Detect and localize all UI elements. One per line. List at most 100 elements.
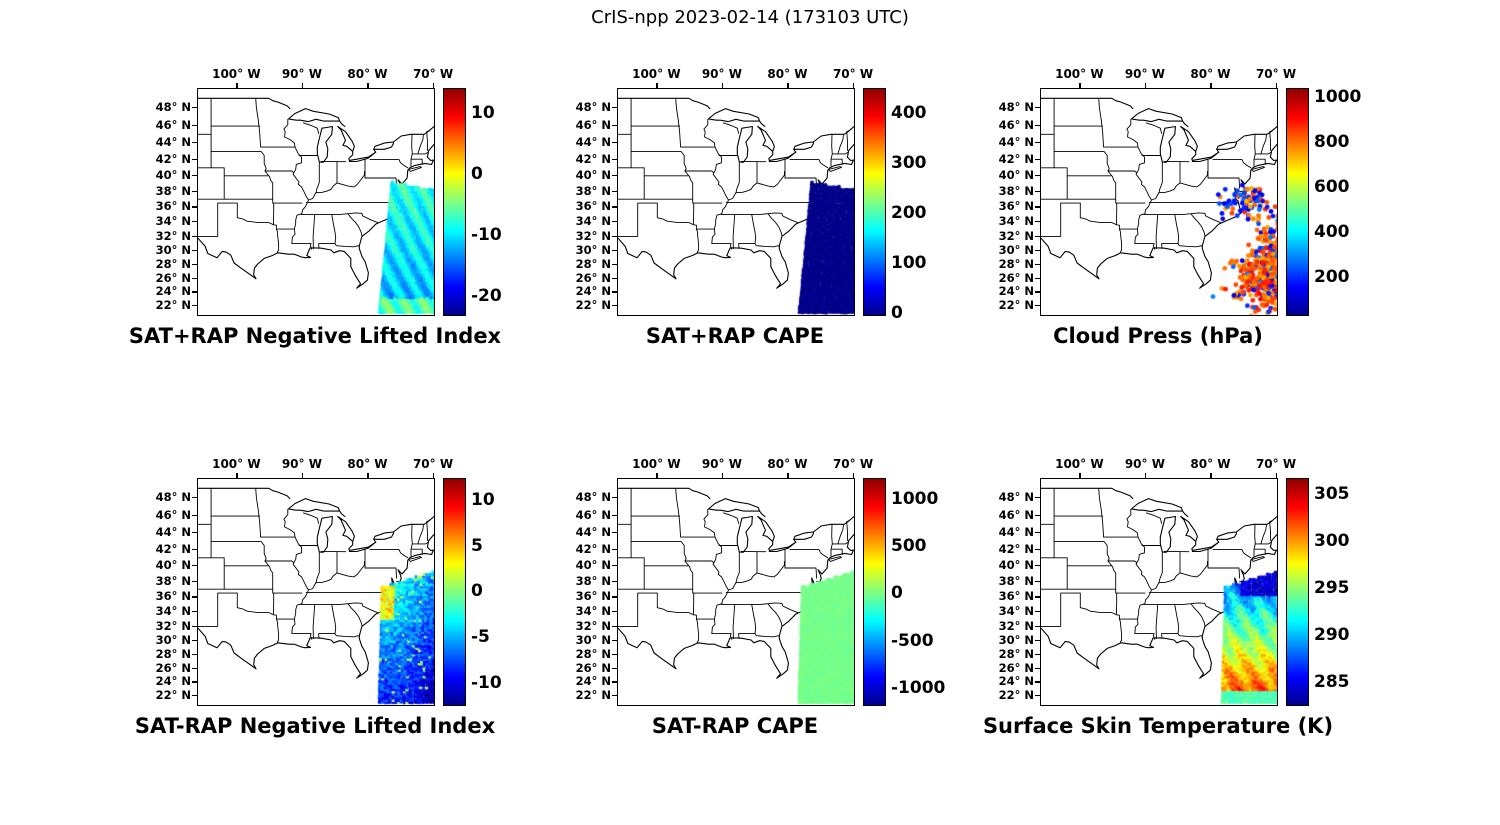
lat-tick-label: 46° N <box>575 117 611 132</box>
colorbar-tick-label: -1000 <box>891 677 946 698</box>
scatter-layer <box>1041 89 1277 315</box>
lon-tick-mark <box>433 83 435 88</box>
lat-tick-label: 36° N <box>155 199 191 214</box>
scatter-layer <box>618 89 854 315</box>
lat-tick-label: 46° N <box>575 507 611 522</box>
lon-tick-mark <box>853 473 855 478</box>
lat-tick-label: 48° N <box>575 99 611 114</box>
lon-tick-mark <box>721 83 724 88</box>
colorbar-tick-label: 300 <box>891 153 927 173</box>
scatter-layer <box>198 89 434 315</box>
lat-tick-label: 38° N <box>575 183 611 198</box>
lon-tick-label: 80° W <box>1190 457 1231 471</box>
lat-tick-mark <box>1035 206 1040 208</box>
lat-tick-mark <box>612 221 617 223</box>
colorbar-tick-label: 0 <box>891 303 903 323</box>
lon-tick-label: 90° W <box>1124 457 1165 471</box>
lat-tick-label: 44° N <box>998 525 1034 540</box>
colorbar-tick-label: 400 <box>1314 221 1350 242</box>
colorbar <box>443 88 466 316</box>
map-axes <box>1040 478 1278 706</box>
lon-tick-label: 90° W <box>1124 67 1165 81</box>
scatter-layer <box>618 479 854 705</box>
lon-tick-label: 70° W <box>832 67 874 81</box>
lat-tick-mark <box>192 580 197 583</box>
panel-title: SAT-RAP CAPE <box>651 714 819 738</box>
colorbar-tick-label: 290 <box>1314 625 1350 646</box>
lon-tick-label: 70° W <box>1255 67 1297 81</box>
lat-tick-label: 46° N <box>998 117 1034 132</box>
lon-tick-label: 90° W <box>701 67 742 81</box>
lat-tick-mark <box>192 640 197 642</box>
lat-tick-label: 26° N <box>998 660 1034 675</box>
lat-tick-mark <box>1035 175 1040 177</box>
lat-tick-mark <box>1035 291 1040 293</box>
lat-tick-label: 26° N <box>998 270 1034 285</box>
lon-tick-label: 90° W <box>281 457 322 471</box>
panel-sat-minus-rap-cape: SAT-RAP CAPE 100° W 90° W 80° W 70° W 48° N 4… <box>557 446 946 751</box>
lat-tick-label: 34° N <box>998 604 1034 619</box>
lat-tick-mark <box>192 206 197 208</box>
panel-sat-plus-rap-negative-lifted-index: SAT+RAP Negative Lifted Index 100° W 90° … <box>129 56 517 361</box>
lon-tick-mark <box>236 473 238 478</box>
lat-tick-mark <box>192 654 197 656</box>
lon-tick-mark <box>1144 473 1147 478</box>
panel-cloud-press: Cloud Press (hPa) 100° W 90° W 80° W 70° W 4… <box>980 56 1362 361</box>
colorbar-tick-label: 100 <box>891 253 927 273</box>
lat-tick-mark <box>612 190 617 193</box>
colorbar-tick-label: 10 <box>471 102 495 123</box>
lat-tick-mark <box>612 291 617 293</box>
lon-tick-mark <box>301 473 304 478</box>
lat-tick-mark <box>1035 596 1040 598</box>
colorbar-tick-label: 0 <box>891 583 903 604</box>
lon-tick-label: 70° W <box>412 457 454 471</box>
colorbar-tick-label: 10 <box>471 489 495 510</box>
lat-tick-mark <box>192 565 197 567</box>
lat-tick-mark <box>612 565 617 567</box>
lat-tick-label: 32° N <box>998 228 1034 243</box>
lat-tick-mark <box>612 532 617 534</box>
lon-tick-label: 100° W <box>1055 457 1104 471</box>
lat-tick-label: 24° N <box>155 284 191 299</box>
lat-tick-mark <box>192 235 197 238</box>
lat-tick-mark <box>612 206 617 208</box>
panel-surface-skin-temperature: Surface Skin Temperature (K) 100° W 90° W… <box>980 446 1360 751</box>
lat-tick-label: 22° N <box>998 687 1034 702</box>
lat-tick-label: 48° N <box>155 99 191 114</box>
lat-tick-label: 34° N <box>575 604 611 619</box>
lat-tick-label: 44° N <box>155 525 191 540</box>
lat-tick-label: 34° N <box>998 214 1034 229</box>
panel-title: Surface Skin Temperature (K) <box>982 714 1334 738</box>
lat-tick-label: 38° N <box>998 183 1034 198</box>
lat-tick-mark <box>612 667 617 670</box>
lat-tick-mark <box>612 264 617 266</box>
lon-tick-mark <box>1210 83 1212 88</box>
colorbar-tick-label: -20 <box>471 285 502 306</box>
lat-tick-mark <box>1035 514 1040 516</box>
lon-tick-mark <box>721 473 724 478</box>
lat-tick-label: 40° N <box>155 558 191 573</box>
lat-tick-label: 28° N <box>998 257 1034 272</box>
colorbar-tick-label: 200 <box>1314 266 1350 287</box>
lon-tick-mark <box>1210 473 1212 478</box>
lat-tick-mark <box>1035 158 1040 161</box>
lat-tick-label: 40° N <box>575 558 611 573</box>
lon-tick-label: 80° W <box>767 457 808 471</box>
lon-tick-label: 70° W <box>1255 457 1297 471</box>
colorbar-tick-label: 400 <box>891 103 927 123</box>
colorbar-tick-label: -5 <box>471 627 490 648</box>
map-axes <box>197 478 435 706</box>
lat-tick-mark <box>612 640 617 642</box>
lat-tick-mark <box>1035 532 1040 534</box>
lat-tick-mark <box>192 106 197 108</box>
panel-title: SAT-RAP Negative Lifted Index <box>134 714 496 738</box>
colorbar-tick-label: -10 <box>471 672 502 693</box>
lon-tick-mark <box>433 473 435 478</box>
lon-tick-label: 70° W <box>832 457 874 471</box>
lat-tick-mark <box>612 277 617 280</box>
lat-tick-mark <box>1035 694 1040 697</box>
lat-tick-mark <box>192 291 197 293</box>
colorbar-tick-label: 5 <box>471 535 483 556</box>
lat-tick-label: 34° N <box>155 214 191 229</box>
lat-tick-mark <box>612 548 617 551</box>
